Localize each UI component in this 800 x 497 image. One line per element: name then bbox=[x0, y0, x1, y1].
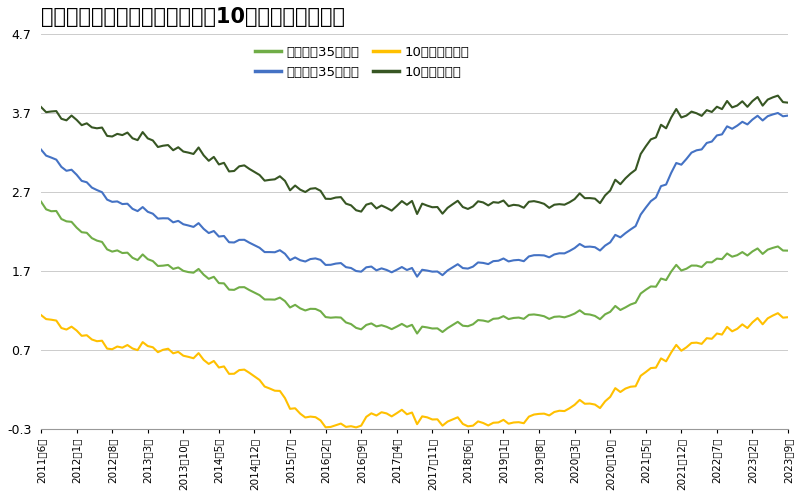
Text: 長期金利とフラット３５および10年固定の金利推移: 長期金利とフラット３５および10年固定の金利推移 bbox=[41, 7, 345, 27]
Legend: フラット35　最低, フラット35　最高, 10年国債利回り, 10年固定金利: フラット35 最低, フラット35 最高, 10年国債利回り, 10年固定金利 bbox=[250, 41, 474, 84]
